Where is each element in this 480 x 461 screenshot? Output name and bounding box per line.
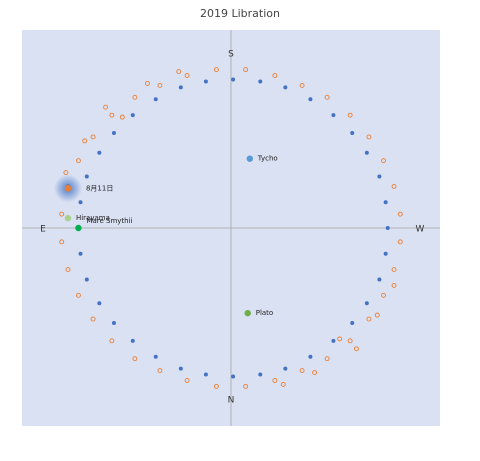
chart-title: 2019 Libration bbox=[200, 7, 280, 20]
point bbox=[231, 374, 236, 379]
point bbox=[157, 82, 163, 88]
point bbox=[283, 85, 288, 90]
direction-label: S bbox=[228, 50, 234, 60]
point bbox=[347, 338, 353, 344]
point bbox=[119, 114, 125, 120]
point bbox=[157, 368, 163, 374]
point bbox=[84, 277, 89, 282]
point bbox=[381, 158, 387, 164]
point bbox=[383, 200, 388, 205]
feature-point bbox=[64, 214, 72, 222]
point bbox=[65, 267, 71, 273]
direction-label: E bbox=[40, 225, 46, 235]
point bbox=[75, 158, 81, 164]
point bbox=[381, 292, 387, 298]
feature-point bbox=[246, 155, 254, 162]
point bbox=[130, 113, 135, 118]
point bbox=[324, 356, 330, 362]
point bbox=[90, 316, 96, 322]
point bbox=[109, 338, 115, 344]
point bbox=[132, 94, 138, 100]
point bbox=[59, 239, 65, 245]
point bbox=[111, 321, 116, 326]
feature-label: Mare Smythii bbox=[86, 217, 132, 225]
point bbox=[203, 372, 208, 377]
point bbox=[350, 130, 355, 135]
point bbox=[364, 150, 369, 155]
point bbox=[176, 69, 182, 75]
point bbox=[312, 370, 318, 375]
point bbox=[366, 316, 372, 322]
point bbox=[331, 338, 336, 343]
point bbox=[90, 134, 96, 140]
feature-point bbox=[75, 224, 82, 232]
point bbox=[78, 200, 83, 205]
point bbox=[243, 67, 249, 73]
point bbox=[347, 112, 353, 118]
point bbox=[203, 79, 208, 84]
point bbox=[178, 85, 183, 90]
direction-label: W bbox=[416, 225, 425, 235]
point bbox=[84, 174, 89, 179]
point bbox=[366, 134, 372, 140]
point bbox=[184, 73, 190, 78]
point bbox=[153, 354, 158, 359]
point bbox=[374, 312, 380, 318]
point bbox=[75, 292, 81, 298]
point bbox=[299, 82, 305, 88]
point bbox=[59, 211, 65, 217]
point bbox=[283, 366, 288, 371]
point bbox=[178, 366, 183, 371]
point bbox=[184, 378, 190, 383]
point bbox=[97, 150, 102, 155]
point bbox=[272, 73, 278, 78]
point bbox=[353, 346, 359, 352]
feature-label: Plato bbox=[256, 309, 273, 317]
point bbox=[308, 97, 313, 102]
point bbox=[231, 77, 236, 82]
point bbox=[103, 104, 109, 110]
point bbox=[280, 381, 286, 387]
feature-label: 8月11日 bbox=[86, 184, 113, 192]
point bbox=[391, 282, 397, 288]
point bbox=[337, 336, 343, 342]
point bbox=[324, 94, 330, 100]
point bbox=[308, 354, 313, 359]
feature-point bbox=[244, 309, 251, 317]
point bbox=[213, 383, 219, 389]
point bbox=[97, 301, 102, 306]
point bbox=[153, 97, 158, 102]
feature-label: Tycho bbox=[257, 155, 278, 163]
point bbox=[397, 211, 403, 217]
point bbox=[111, 130, 116, 135]
feature-point bbox=[64, 185, 72, 192]
point bbox=[144, 81, 150, 86]
point bbox=[331, 113, 336, 118]
point bbox=[78, 251, 83, 256]
point bbox=[213, 67, 219, 73]
point bbox=[377, 277, 382, 282]
point bbox=[350, 321, 355, 326]
point bbox=[391, 183, 397, 189]
feature-label: Hirayama bbox=[76, 214, 110, 222]
point bbox=[82, 138, 88, 144]
point bbox=[258, 372, 263, 377]
point bbox=[258, 79, 263, 84]
point bbox=[377, 174, 382, 179]
point bbox=[272, 378, 278, 383]
point bbox=[383, 251, 388, 256]
point bbox=[132, 356, 138, 362]
point bbox=[109, 112, 115, 118]
point bbox=[130, 338, 135, 343]
direction-label: N bbox=[228, 396, 235, 406]
point bbox=[243, 383, 249, 389]
point bbox=[385, 226, 390, 230]
point bbox=[299, 368, 305, 374]
point bbox=[397, 239, 403, 245]
point bbox=[364, 301, 369, 306]
point bbox=[391, 267, 397, 273]
